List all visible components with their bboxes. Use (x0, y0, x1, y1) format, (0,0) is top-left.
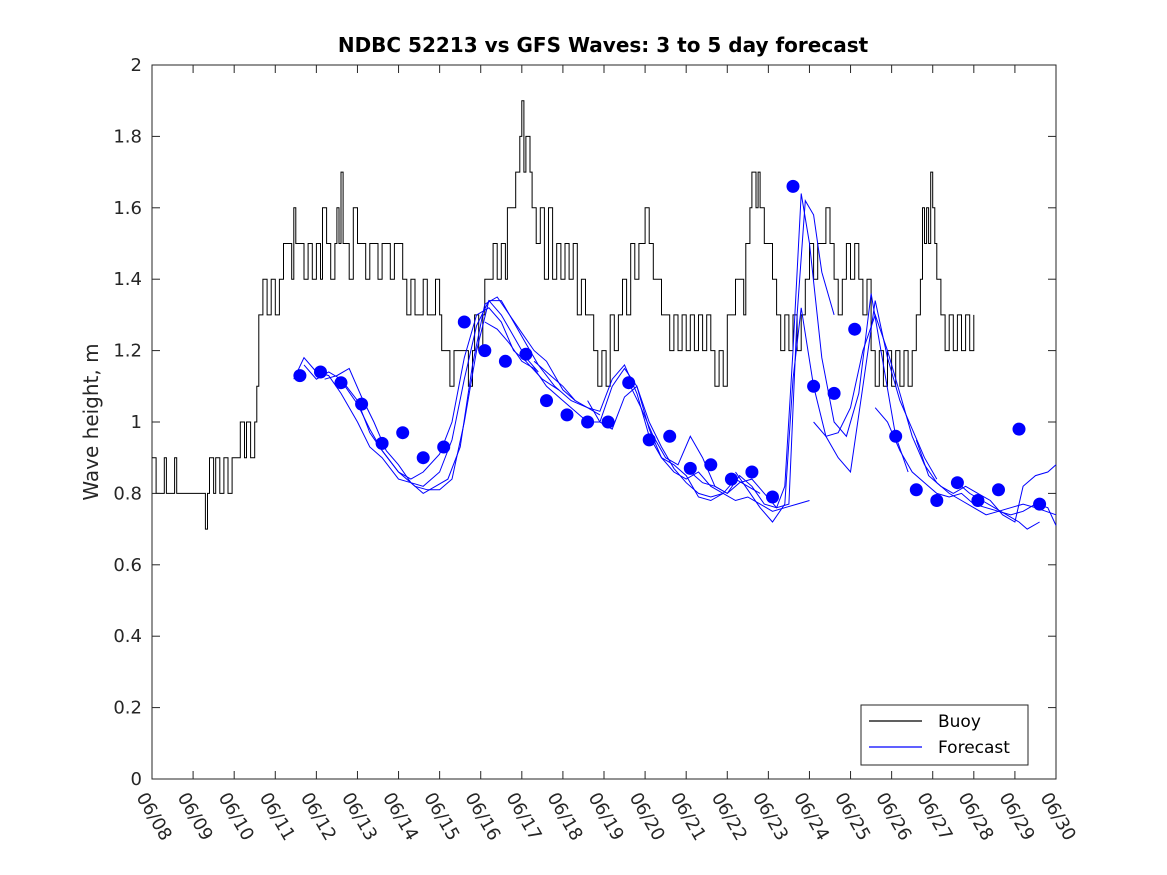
forecast-marker (540, 394, 553, 408)
forecast-marker (498, 354, 512, 368)
forecast-run-line-6 (587, 385, 810, 512)
forecast-run-line-0 (293, 299, 539, 487)
buoy-series-line (152, 100, 975, 530)
forecast-marker (478, 344, 492, 358)
forecast-marker (909, 483, 923, 497)
forecast-marker (704, 458, 718, 472)
y-tick-label: 0.4 (113, 626, 142, 647)
legend-box (860, 704, 1029, 766)
forecast-marker (683, 461, 697, 475)
forecast-marker (314, 365, 327, 379)
legend: Buoy Forecast (860, 704, 1029, 766)
y-axis-label: Wave height, m (79, 343, 103, 500)
forecast-run-line-7 (628, 199, 835, 509)
forecast-run-line-4 (484, 321, 724, 498)
y-tick-label: 0.8 (113, 483, 142, 504)
forecast-marker (663, 429, 677, 443)
forecast-marker (560, 408, 574, 422)
legend-forecast-label: Forecast (938, 738, 1010, 758)
y-tick-label: 0.2 (113, 698, 142, 719)
forecast-marker (355, 397, 369, 411)
forecast-marker (992, 483, 1005, 497)
forecast-marker (437, 440, 451, 454)
forecast-marker (457, 315, 471, 329)
forecast-marker (786, 179, 800, 193)
forecast-run-line-11 (874, 407, 1057, 526)
y-tick-label: 1.8 (113, 126, 142, 147)
forecast-marker (642, 433, 656, 447)
y-tick-label: 1.6 (113, 198, 142, 219)
forecast-marker (930, 494, 944, 507)
forecast-run-line-10 (813, 313, 1057, 516)
y-tick-label: 0 (131, 769, 142, 790)
chart-title: NDBC 52213 vs GFS Waves: 3 to 5 day fore… (338, 33, 869, 57)
forecast-run-line-8 (689, 193, 909, 509)
y-tick-label: 0.6 (113, 555, 142, 576)
y-tick-label: 2 (131, 55, 142, 76)
forecast-marker (334, 376, 348, 390)
forecast-run-line-9 (735, 300, 938, 523)
forecast-marker (622, 376, 636, 390)
forecast-marker (1012, 422, 1026, 436)
legend-buoy-label: Buoy (938, 712, 981, 732)
forecast-marker (581, 415, 595, 429)
forecast-marker (745, 465, 759, 479)
forecast-run-line-12 (915, 439, 1057, 523)
forecast-marker (889, 429, 903, 443)
forecast-marker (971, 494, 985, 507)
forecast-marker (1033, 497, 1047, 511)
forecast-marker (807, 379, 821, 393)
forecast-marker (827, 386, 841, 400)
forecast-marker (293, 369, 307, 383)
forecast-marker (416, 451, 430, 465)
forecast-marker (950, 476, 964, 490)
y-tick-label: 1.2 (113, 341, 142, 362)
y-tick-label: 1 (131, 412, 142, 433)
forecast-run-line-3 (344, 300, 601, 491)
forecast-marker (601, 415, 615, 429)
forecast-run-line-13 (957, 482, 1040, 530)
forecast-marker (519, 347, 533, 361)
forecast-marker (848, 322, 862, 336)
forecast-marker (396, 426, 410, 440)
y-tick-label: 1.4 (113, 269, 142, 290)
forecast-marker (724, 472, 738, 486)
forecast-marker (766, 490, 779, 504)
plot-data-group (152, 100, 1057, 530)
forecast-marker (375, 436, 389, 450)
